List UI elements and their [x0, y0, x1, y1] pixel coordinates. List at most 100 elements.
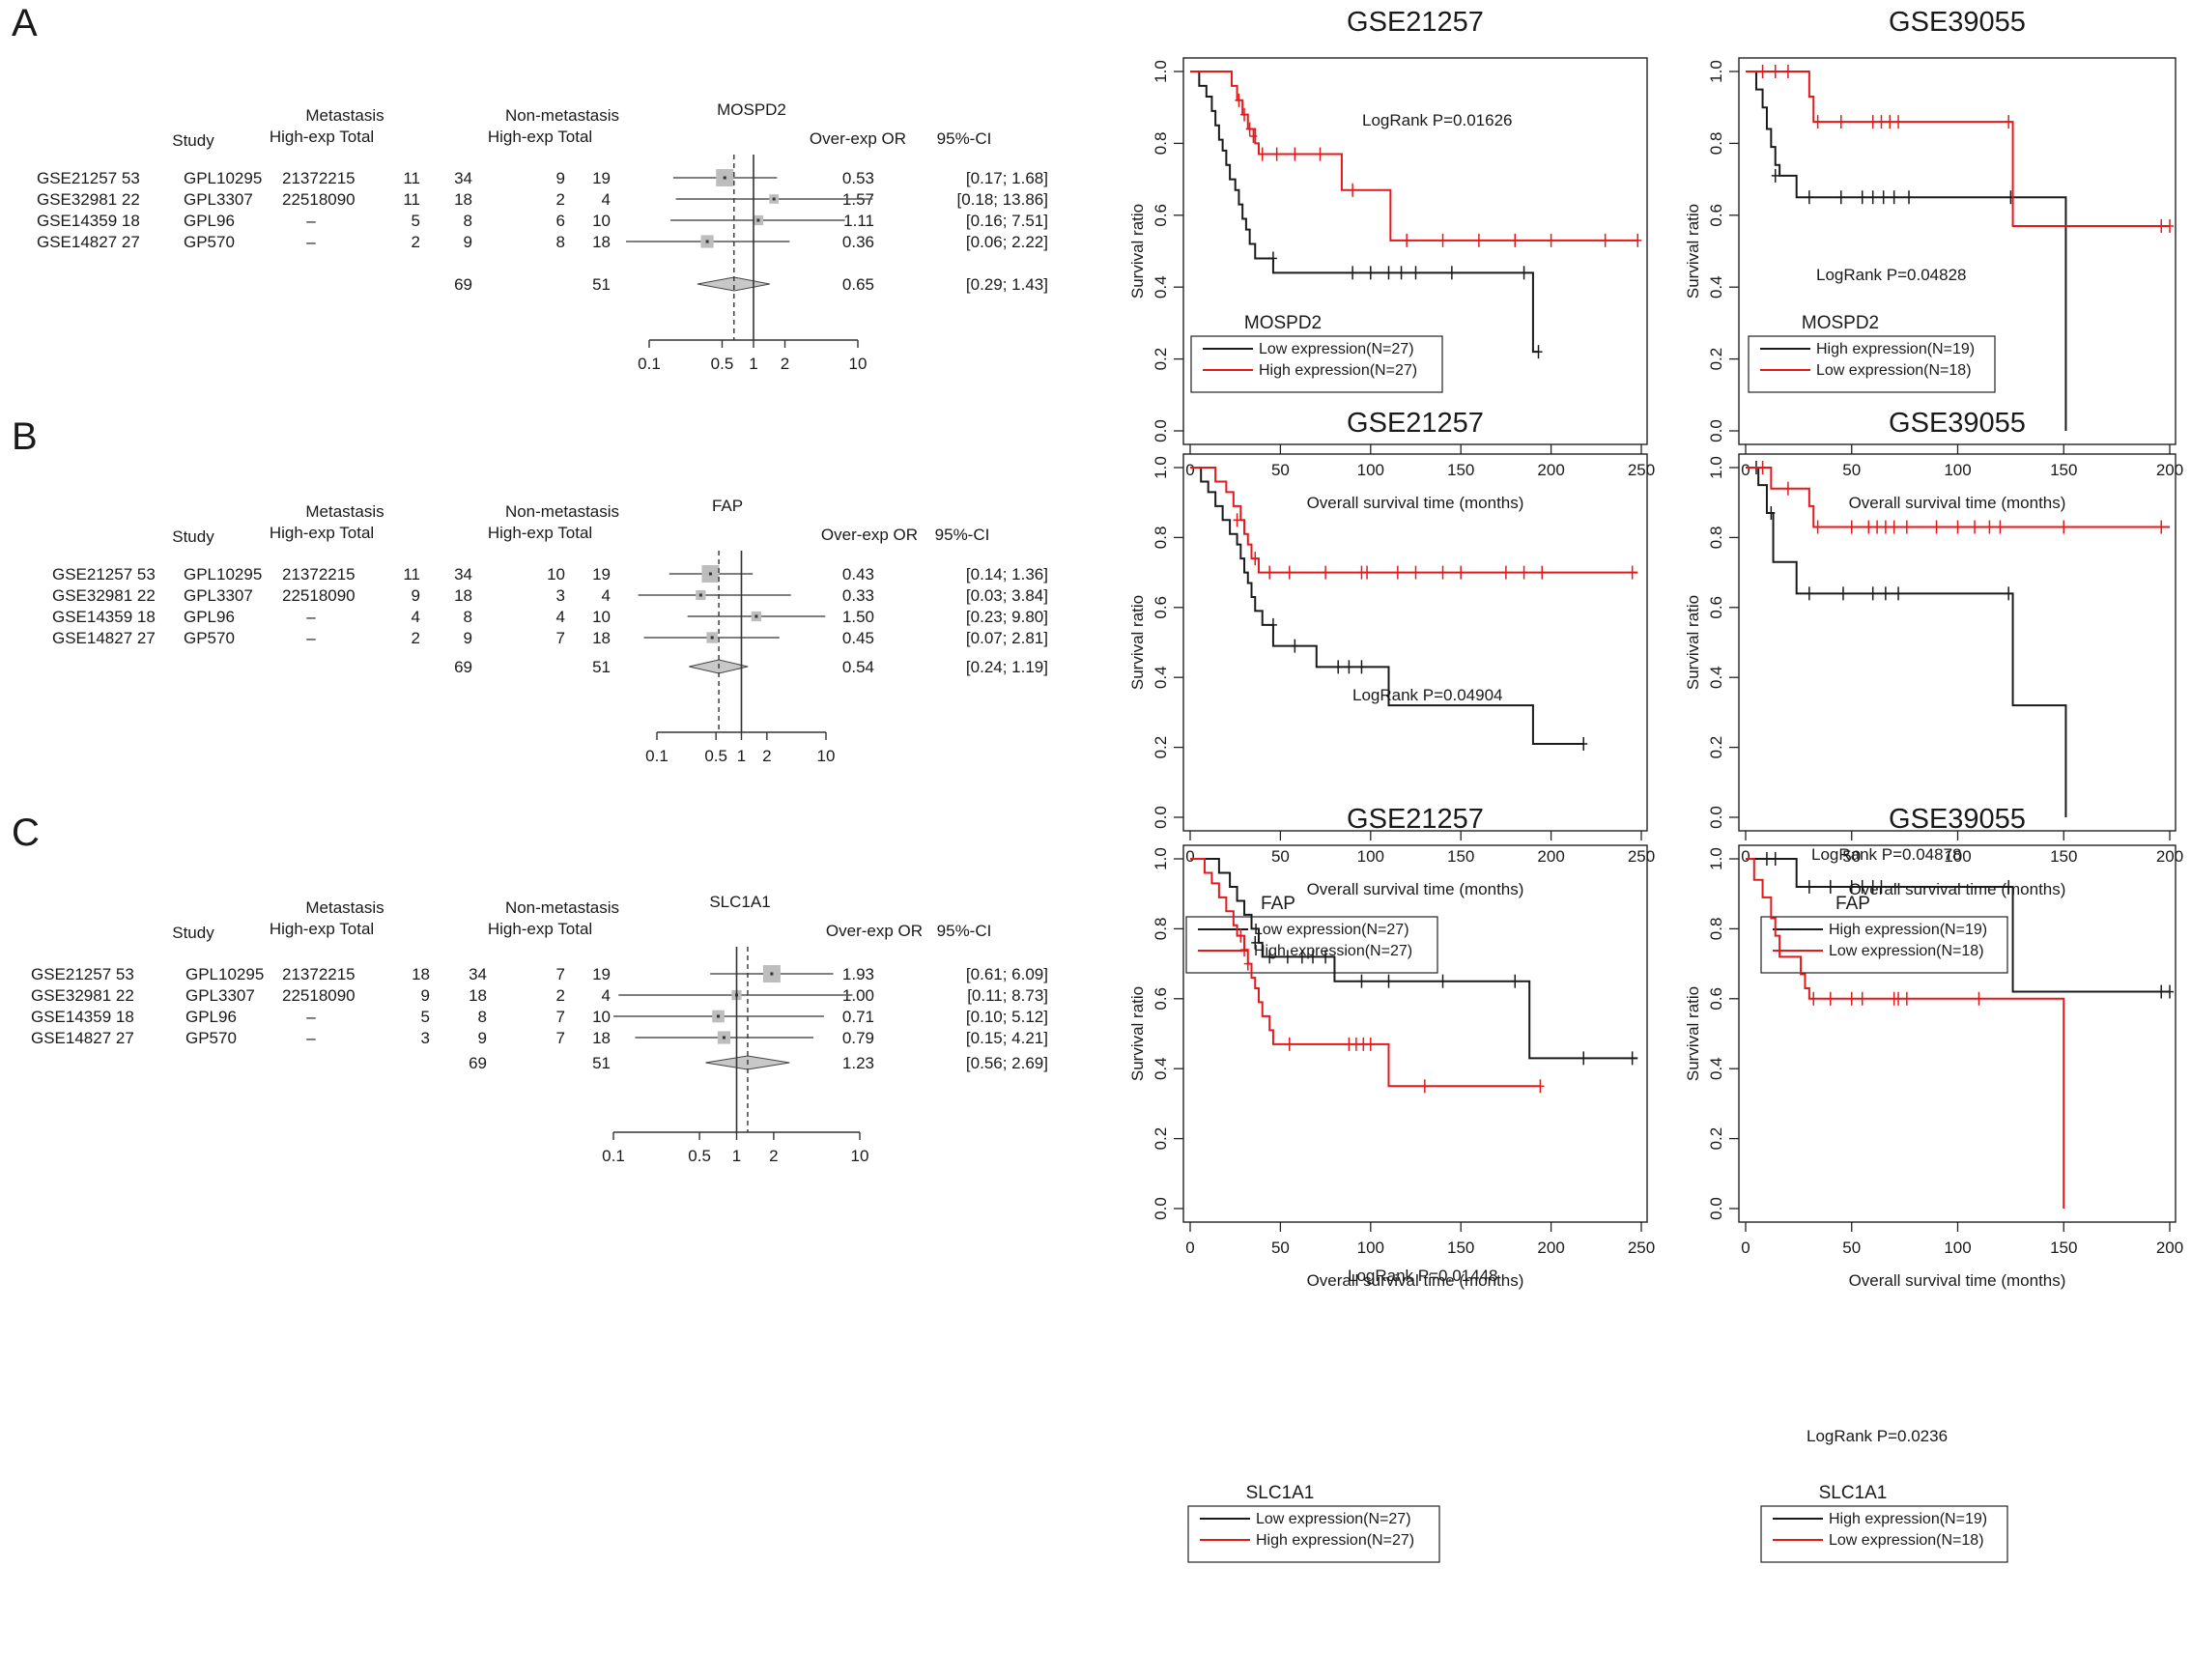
header-study: Study — [172, 527, 214, 546]
pooled-or: 0.65 — [842, 275, 874, 294]
or-value: 0.43 — [842, 565, 874, 584]
km-title: GSE21257 — [1347, 7, 1484, 38]
km-xtick-label: 50 — [1271, 1239, 1290, 1257]
header-ci: 95%-CI — [937, 129, 992, 148]
pooled-ci: [0.56; 2.69] — [966, 1054, 1048, 1072]
forest-tick-label: 10 — [817, 747, 836, 765]
km-xtick-label: 150 — [1447, 461, 1474, 479]
km-xtick-label: 50 — [1271, 461, 1290, 479]
pooled-diamond — [697, 276, 770, 292]
non-metastasis-total: 18 — [592, 233, 611, 251]
pooled-or: 0.54 — [842, 658, 874, 676]
km-xtick-label: 200 — [2156, 461, 2183, 479]
study-name: GSE14359 18 — [37, 212, 140, 230]
forest-tick-label: 1 — [749, 355, 757, 373]
header-or: Over-exp OR — [826, 922, 923, 940]
point-estimate — [698, 593, 702, 597]
ci-value: [0.07; 2.81] — [966, 629, 1048, 647]
km-xtick-label: 150 — [2050, 1239, 2077, 1257]
km-ytick-label: 0.8 — [1152, 918, 1170, 941]
non-metastasis-total: 19 — [592, 169, 611, 187]
non-metastasis-total: 19 — [592, 965, 611, 983]
header-metastasis-cols: High-exp Total — [270, 128, 374, 146]
km-xtick-label: 50 — [1271, 847, 1290, 866]
ci-value: [0.61; 6.09] — [966, 965, 1048, 983]
km-xtick-label: 100 — [1357, 847, 1384, 866]
study-name: GSE14827 27 — [31, 1029, 134, 1047]
logrank-p: LogRank P=0.0236 — [1807, 1427, 1948, 1445]
metastasis-total-sum: 69 — [454, 275, 472, 294]
header-metastasis: Metastasis — [305, 898, 384, 917]
km-legend — [1748, 335, 1996, 393]
km-ytick-label: 1.0 — [1707, 60, 1725, 83]
forest-tick-label: 10 — [851, 1147, 869, 1165]
km-ytick-label: 0.8 — [1152, 527, 1170, 550]
metastasis-total: 8 — [478, 1008, 487, 1026]
study-name: GSE21257 53 — [37, 169, 140, 187]
forest-tick-label: 0.1 — [602, 1147, 625, 1165]
km-xtick-label: 250 — [1628, 847, 1655, 866]
header-study: Study — [172, 924, 214, 942]
study-pmid: 21372215 — [282, 565, 356, 584]
km-legend — [1190, 335, 1443, 393]
forest-tick-label: 2 — [769, 1147, 778, 1165]
legend-title: SLC1A1 — [1819, 1483, 1888, 1503]
point-estimate — [722, 1036, 726, 1039]
forest-tick-label: 0.5 — [711, 355, 734, 373]
km-frame — [1738, 57, 2177, 445]
header-non-metastasis-cols: High-exp Total — [488, 524, 592, 542]
legend-title: SLC1A1 — [1246, 1483, 1315, 1503]
study-platform: GPL96 — [184, 608, 235, 626]
km-frame — [1738, 844, 2177, 1223]
ci-value: [0.15; 4.21] — [966, 1029, 1048, 1047]
metastasis-total: 9 — [464, 629, 472, 647]
pooled-ci: [0.24; 1.19] — [966, 658, 1048, 676]
ci-value: [0.11; 8.73] — [967, 986, 1048, 1005]
km-xtick-label: 0 — [1741, 847, 1750, 866]
forest-gene-title: FAP — [712, 497, 743, 515]
header-study: Study — [172, 131, 214, 150]
non-metastasis-high-exp: 10 — [547, 565, 565, 584]
or-value: 0.45 — [842, 629, 874, 647]
or-value: 1.50 — [842, 608, 874, 626]
metastasis-high-exp: 2 — [412, 629, 420, 647]
km-xtick-label: 150 — [2050, 847, 2077, 866]
km-xtick-label: 50 — [1842, 1239, 1861, 1257]
km-ytick-label: 0.0 — [1707, 1197, 1725, 1220]
km-ytick-label: 0.0 — [1707, 806, 1725, 829]
km-ytick-label: 1.0 — [1707, 847, 1725, 870]
study-platform: GPL96 — [185, 1008, 237, 1026]
km-ytick-label: 0.6 — [1152, 987, 1170, 1011]
non-metastasis-high-exp: 8 — [556, 233, 565, 251]
km-ytick-label: 0.8 — [1707, 527, 1725, 550]
or-value: 0.33 — [842, 586, 874, 605]
km-xtick-label: 100 — [1944, 1239, 1971, 1257]
km-ytick-label: 0.0 — [1152, 1197, 1170, 1220]
km-curve-b — [1190, 467, 1638, 574]
km-xtick-label: 200 — [1537, 1239, 1564, 1257]
km-ytick-label: 0.6 — [1152, 596, 1170, 619]
km-xtick-label: 0 — [1185, 847, 1194, 866]
header-ci: 95%-CI — [937, 922, 992, 940]
forest-tick-label: 2 — [762, 747, 771, 765]
study-name: GSE14827 27 — [52, 629, 156, 647]
header-or: Over-exp OR — [821, 526, 918, 544]
study-pmid: 22518090 — [282, 190, 356, 209]
km-ylabel: Survival ratio — [1128, 986, 1147, 1081]
or-value: 1.11 — [843, 212, 874, 230]
metastasis-total: 8 — [464, 608, 472, 626]
study-pmid: – — [306, 629, 316, 647]
km-ytick-label: 0.8 — [1707, 132, 1725, 156]
km-xtick-label: 0 — [1741, 461, 1750, 479]
pooled-ci: [0.29; 1.43] — [966, 275, 1048, 294]
km-ylabel: Survival ratio — [1684, 595, 1702, 690]
non-metastasis-total: 4 — [602, 986, 611, 1005]
metastasis-high-exp: 5 — [412, 212, 420, 230]
km-xtick-label: 150 — [1447, 847, 1474, 866]
legend-label: Low expression(N=18) — [1829, 1532, 1984, 1549]
study-pmid: 21372215 — [282, 169, 356, 187]
study-platform: GP570 — [184, 629, 235, 647]
ci-value: [0.14; 1.36] — [966, 565, 1048, 584]
km-curve-a — [1746, 858, 2170, 993]
km-legend — [1187, 1505, 1440, 1563]
